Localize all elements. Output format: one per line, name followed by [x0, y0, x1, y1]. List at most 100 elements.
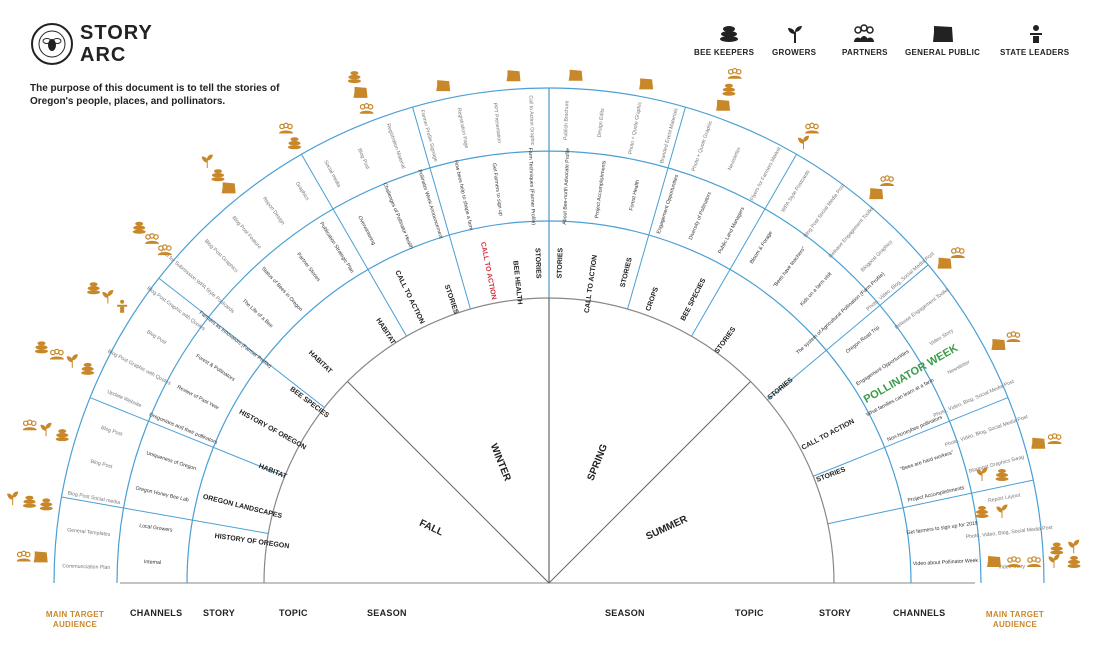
people-audience-icon — [805, 122, 819, 134]
channel-label: Registration Page — [456, 107, 470, 149]
people-audience-icon — [157, 244, 172, 256]
ring-separator-3 — [301, 154, 407, 337]
leader-audience-icon — [117, 299, 128, 313]
channel-label: Blog Post — [145, 329, 167, 346]
story-label: Publication Strategic Plan — [318, 221, 355, 274]
channel-label: Design Edits — [597, 108, 606, 138]
oregon-audience-icon — [506, 70, 521, 82]
story-label: Challenges of Pollinator Health — [381, 182, 414, 250]
story-label: Forest & Pollinators — [195, 353, 237, 383]
ring-separator-9 — [813, 397, 1009, 477]
channel-label: Publish Brochure — [563, 100, 570, 140]
story-label: About Bee-north Advocate Profile — [562, 148, 571, 225]
story-label: Uniqueness of Oregon — [146, 450, 197, 472]
topic-label: BEE SPECIES — [288, 386, 330, 420]
channel-label: Photo, Video, Blog, Social Media Post — [966, 525, 1054, 541]
ring-separator-8 — [767, 264, 929, 401]
beehive-audience-icon — [288, 137, 301, 150]
channel-label: Blog Post — [90, 459, 114, 471]
oregon-audience-icon — [436, 80, 451, 92]
channel-label: Social media — [322, 159, 341, 188]
story-label: Bloom & Forage — [749, 230, 774, 265]
beehive-audience-icon — [1067, 556, 1081, 568]
topic-label: CROPS — [645, 286, 660, 312]
beehive-audience-icon — [722, 83, 736, 96]
page-title-line1: STORY — [80, 22, 153, 44]
beehive-audience-icon — [87, 282, 101, 295]
story-label: Forest Health — [629, 179, 642, 211]
people-audience-icon — [22, 419, 37, 431]
channel-label: Graphics — [294, 181, 310, 202]
channel-label: Farmer Profile Signage — [419, 109, 439, 162]
beehive-audience-icon — [975, 506, 989, 518]
story-label: Video about Pollinator Week — [913, 558, 979, 567]
story-label: Oregonians and their pollinators — [148, 412, 218, 446]
page-title-line2: ARC — [80, 44, 127, 66]
story-label: "Bees have teachers" — [772, 246, 807, 289]
season-label: WINTER — [488, 442, 513, 483]
channel-label: Communciation Plan — [62, 563, 110, 571]
season-label: SPRING — [586, 442, 611, 482]
col-label-story-left: STORY — [203, 608, 236, 618]
oregon-audience-icon — [639, 78, 654, 90]
story-label: Local Growers — [139, 523, 173, 534]
beehive-icon — [720, 26, 738, 42]
people-audience-icon — [1047, 433, 1062, 445]
beehive-audience-icon — [55, 429, 69, 442]
leader-podium-icon — [1030, 25, 1042, 43]
main-target-audience-right: MAIN TARGET AUDIENCE — [985, 610, 1045, 629]
beehive-audience-icon — [22, 495, 36, 508]
main-target-audience-left: MAIN TARGET AUDIENCE — [45, 610, 105, 629]
oregon-audience-icon — [716, 99, 731, 111]
story-label: How bees help to shape a farm — [453, 160, 474, 231]
story-label: Oregon Road Trip — [845, 325, 881, 355]
oregon-audience-icon — [1031, 437, 1046, 449]
legend-general-public: GENERAL PUBLIC — [905, 48, 981, 57]
oregon-audience-icon — [869, 188, 884, 200]
season-label: SUMMER — [644, 513, 690, 542]
oregon-audience-icon — [937, 257, 952, 269]
beehive-audience-icon — [39, 498, 53, 511]
channel-label: Registration Material — [385, 123, 406, 170]
channel-label: Release Engagement Toolkit — [828, 205, 876, 259]
people-audience-icon — [359, 103, 374, 114]
topic-label: HABITAT — [374, 317, 396, 346]
legend-partners: PARTNERS — [842, 48, 888, 57]
story-label: Review of Past Year — [176, 384, 220, 411]
story-label: Get Farmers to sign up — [491, 163, 504, 216]
channel-label: Release Engagement Toolkit — [894, 287, 951, 331]
people-audience-icon — [279, 122, 293, 134]
people-audience-icon — [950, 247, 965, 258]
topic-label: HABITAT — [307, 350, 334, 376]
sprout-audience-icon — [66, 354, 78, 368]
channel-label: Blog Post Feature — [230, 215, 262, 250]
story-label: Internal — [144, 559, 162, 566]
season-divider-spring-summer — [548, 381, 751, 584]
beehive-audience-icon — [81, 362, 95, 375]
channel-label: Blog Post — [356, 148, 371, 171]
beehive-audience-icon — [1050, 542, 1064, 555]
channel-label: Blog Post Social media — [67, 490, 121, 506]
oregon-bee-project-logo — [31, 23, 73, 65]
sprout-audience-icon — [102, 290, 114, 304]
sprout-audience-icon — [797, 135, 810, 150]
col-label-story-right: STORY — [819, 608, 852, 618]
season-label: FALL — [417, 518, 444, 539]
topic-label: CALL TO ACTION — [584, 254, 599, 313]
season-divider-fall-winter — [347, 381, 550, 584]
topic-label: STORIES — [533, 248, 541, 279]
ring-separator-10 — [827, 479, 1034, 525]
col-label-season-right: SEASON — [605, 608, 645, 618]
channel-label: Blog Post — [100, 425, 123, 438]
people-group-icon — [854, 24, 874, 42]
ring-separator-6 — [627, 107, 686, 310]
beehive-audience-icon — [995, 469, 1009, 481]
channel-label: WPA Style Postcards — [781, 169, 812, 214]
story-label: Public Land Managers — [717, 206, 746, 255]
sprout-audience-icon — [1048, 554, 1060, 568]
story-label: Farm Techniques (Farmer Profile) — [527, 148, 536, 226]
oregon-audience-icon — [353, 86, 368, 98]
channel-label: Photo + Quote Graphic — [628, 101, 644, 155]
